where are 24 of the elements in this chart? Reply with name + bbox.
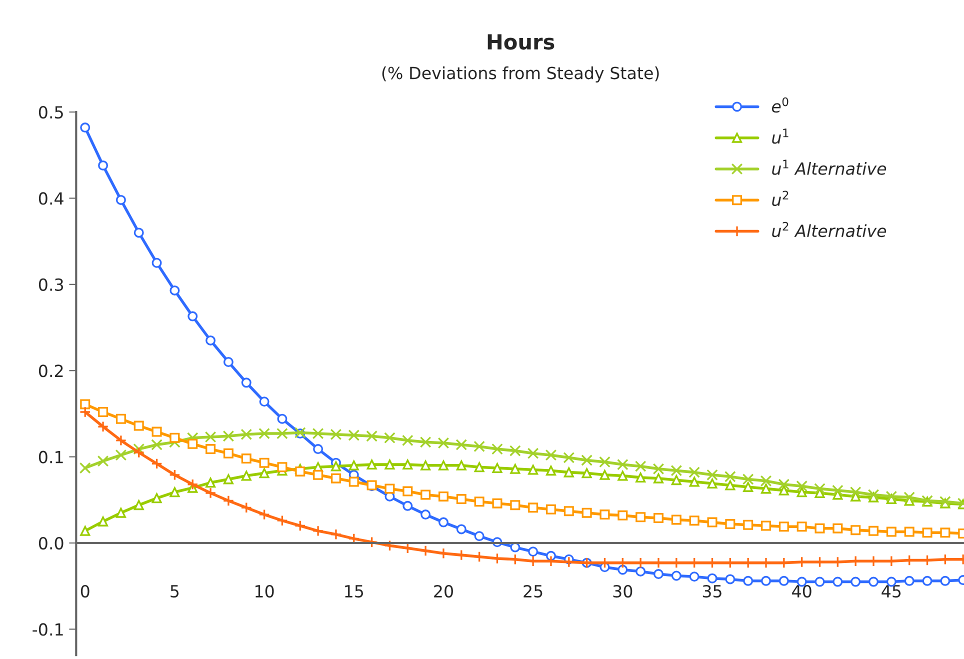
- y-tick-label: 0.3: [38, 278, 64, 291]
- legend-label: u$^{2}$ Alternative: [772, 222, 886, 238]
- legend-label: u$^{1}$: [772, 128, 788, 144]
- x-tick-label: 20: [434, 584, 453, 598]
- y-tick-label: 0.5: [38, 106, 63, 119]
- chart-subtitle: (% Deviations from Steady State): [382, 66, 659, 83]
- x-tick-label: 5: [170, 585, 179, 598]
- x-tick-label: 15: [345, 585, 364, 598]
- legend-label: e$^{0}$: [772, 97, 788, 113]
- chart-title: Hours: [488, 34, 554, 50]
- y-tick-label: 0.1: [38, 450, 63, 464]
- legend-label: u$^{2}$: [772, 190, 788, 206]
- y-tick-label: 0.2: [38, 364, 63, 378]
- x-tick-label: 10: [256, 584, 274, 598]
- x-tick-label: 35: [702, 584, 722, 598]
- x-tick-label: 25: [524, 584, 542, 598]
- x-tick-label: 0: [80, 584, 90, 598]
- x-tick-label: 40: [792, 584, 812, 598]
- x-tick-label: 30: [613, 584, 632, 598]
- legend-label: u$^{1}$ Alternative: [772, 160, 886, 175]
- y-tick-label: -0.1: [32, 623, 63, 636]
- x-tick-label: 45: [882, 585, 901, 598]
- y-tick-label: 0.4: [38, 192, 64, 205]
- y-tick-label: 0.0: [38, 536, 64, 550]
